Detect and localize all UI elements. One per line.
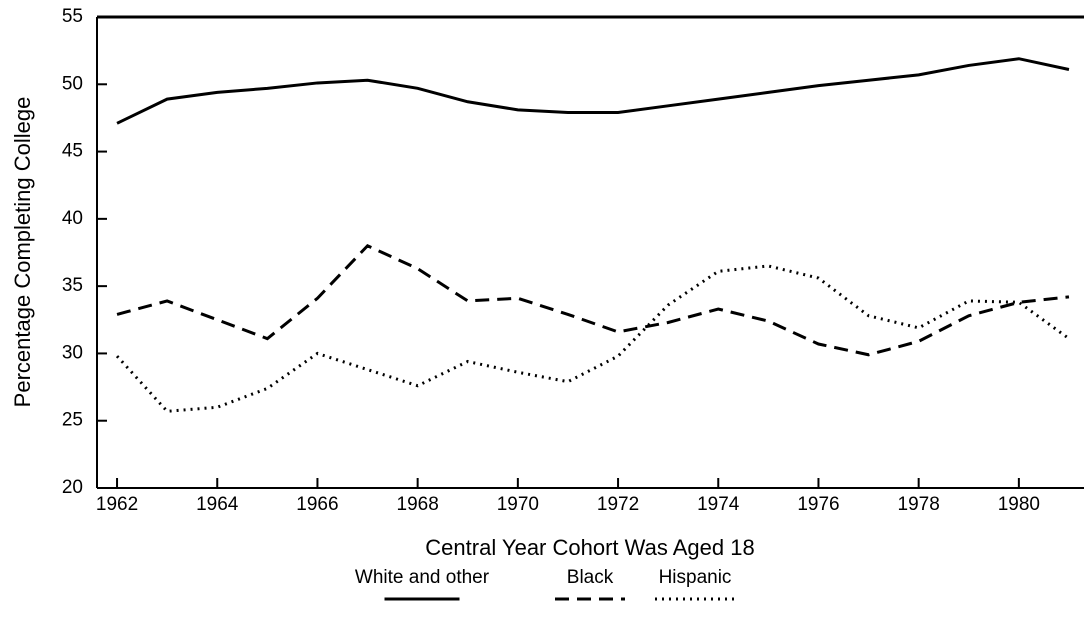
legend-label: Hispanic bbox=[659, 567, 732, 588]
y-tick-label: 30 bbox=[62, 342, 83, 363]
x-tick-label: 1964 bbox=[196, 494, 239, 515]
x-tick-label: 1974 bbox=[697, 494, 740, 515]
y-axis-title: Percentage Completing College bbox=[10, 97, 35, 408]
x-tick-label: 1978 bbox=[898, 494, 940, 515]
legend-label: White and other bbox=[355, 567, 490, 588]
y-tick-label: 40 bbox=[62, 208, 83, 229]
series-line bbox=[116, 57, 1070, 125]
legend-label: Black bbox=[567, 567, 614, 588]
x-tick-label: 1966 bbox=[296, 494, 338, 515]
x-tick-label: 1970 bbox=[497, 494, 539, 515]
x-tick-label: 1962 bbox=[96, 494, 138, 515]
y-tick-label: 45 bbox=[62, 141, 83, 162]
series-line bbox=[116, 243, 1070, 357]
y-tick-label: 55 bbox=[62, 6, 83, 27]
x-tick-label: 1968 bbox=[397, 494, 439, 515]
x-axis-title: Central Year Cohort Was Aged 18 bbox=[425, 535, 754, 560]
y-tick-label: 25 bbox=[62, 410, 83, 431]
x-tick-label: 1980 bbox=[998, 494, 1040, 515]
y-tick-label: 50 bbox=[62, 73, 83, 94]
x-tick-label: 1976 bbox=[797, 494, 839, 515]
y-tick-label: 35 bbox=[62, 275, 83, 296]
x-tick-label: 1972 bbox=[597, 494, 639, 515]
y-tick-label: 20 bbox=[62, 477, 83, 498]
